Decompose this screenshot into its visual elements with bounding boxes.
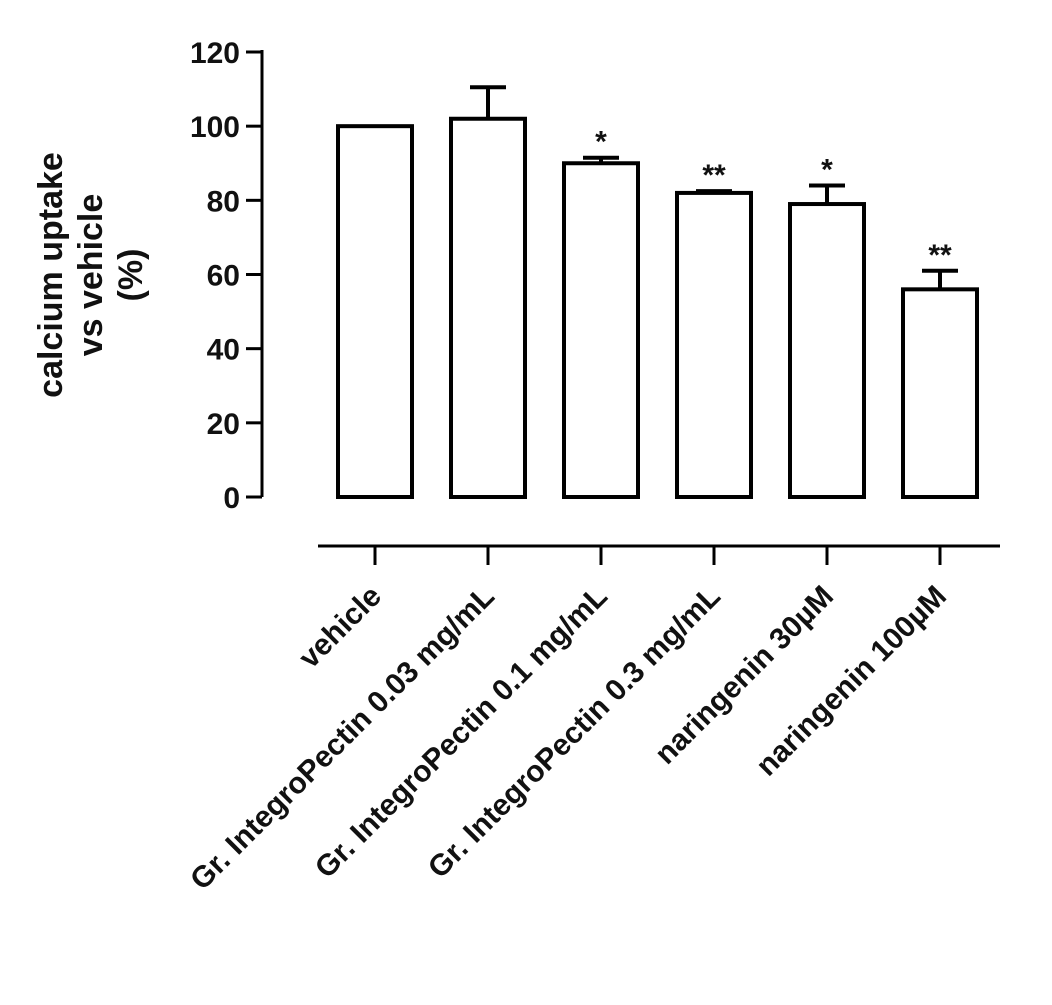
y-axis-title-line-2: vs vehicle xyxy=(72,194,110,357)
significance-label: ** xyxy=(928,239,952,272)
bar xyxy=(901,287,979,500)
y-tick-label: 40 xyxy=(207,334,240,367)
x-tick-label: vehicle xyxy=(293,580,388,675)
y-tick-label: 60 xyxy=(207,260,240,293)
y-tick-label: 80 xyxy=(207,185,240,218)
y-ticks: 0 20 40 60 80 100 120 xyxy=(190,37,262,515)
significance-label: ** xyxy=(702,159,726,192)
y-tick-label: 0 xyxy=(223,482,240,515)
x-tick-label: naringenin 100µM xyxy=(750,580,953,783)
y-tick-label: 120 xyxy=(190,37,240,70)
y-tick-label: 20 xyxy=(207,408,240,441)
y-axis-title-line-1: calcium uptake xyxy=(32,152,70,398)
bar xyxy=(449,116,527,499)
y-axis-title: calcium uptake vs vehicle (%) xyxy=(32,152,150,398)
bar xyxy=(336,124,414,500)
y-axis-title-line-3: (%) xyxy=(112,249,150,302)
significance-label: * xyxy=(595,126,607,159)
bar xyxy=(675,190,753,500)
bars: *** *** xyxy=(336,85,979,500)
bar xyxy=(562,161,640,499)
y-tick-label: 100 xyxy=(190,111,240,144)
significance-label: * xyxy=(821,154,833,187)
bar xyxy=(788,202,866,500)
